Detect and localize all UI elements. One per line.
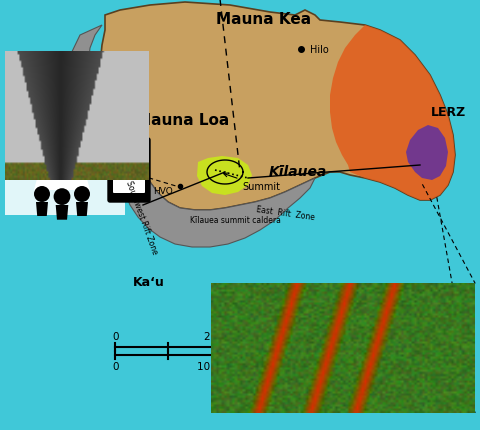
Text: Kaʻu: Kaʻu: [133, 275, 165, 288]
Polygon shape: [34, 153, 90, 190]
Circle shape: [113, 166, 123, 175]
Polygon shape: [56, 206, 68, 220]
Text: Summit: Summit: [224, 174, 280, 192]
Text: Hilo: Hilo: [310, 44, 328, 55]
FancyBboxPatch shape: [108, 139, 150, 203]
Polygon shape: [65, 26, 135, 169]
Polygon shape: [52, 136, 72, 153]
Circle shape: [135, 166, 145, 175]
Circle shape: [34, 187, 50, 203]
Polygon shape: [197, 157, 252, 196]
FancyBboxPatch shape: [113, 150, 145, 194]
Circle shape: [53, 120, 71, 138]
Bar: [5, 106, 125, 215]
Text: Kīlauea summit caldera: Kīlauea summit caldera: [190, 216, 281, 224]
Text: 20 km: 20 km: [204, 331, 237, 341]
Text: 10  miles: 10 miles: [197, 361, 245, 371]
Circle shape: [74, 187, 90, 203]
Text: 0: 0: [112, 331, 119, 341]
Polygon shape: [100, 3, 455, 211]
Text: Mauna Kea: Mauna Kea: [216, 12, 312, 27]
Polygon shape: [118, 166, 315, 247]
Polygon shape: [76, 203, 88, 216]
Circle shape: [54, 189, 71, 206]
Polygon shape: [330, 26, 455, 200]
Text: LERZ: LERZ: [431, 105, 467, 118]
Polygon shape: [406, 126, 448, 181]
Text: 0: 0: [112, 361, 119, 371]
Text: East  Rift  Zone: East Rift Zone: [256, 204, 315, 221]
Text: Southwest Rift Zone: Southwest Rift Zone: [124, 179, 159, 255]
Text: Kīlauea: Kīlauea: [268, 165, 327, 179]
Circle shape: [124, 150, 134, 160]
Text: Mauna Loa: Mauna Loa: [136, 113, 229, 128]
Text: HVO: HVO: [153, 187, 173, 196]
Polygon shape: [36, 203, 48, 216]
